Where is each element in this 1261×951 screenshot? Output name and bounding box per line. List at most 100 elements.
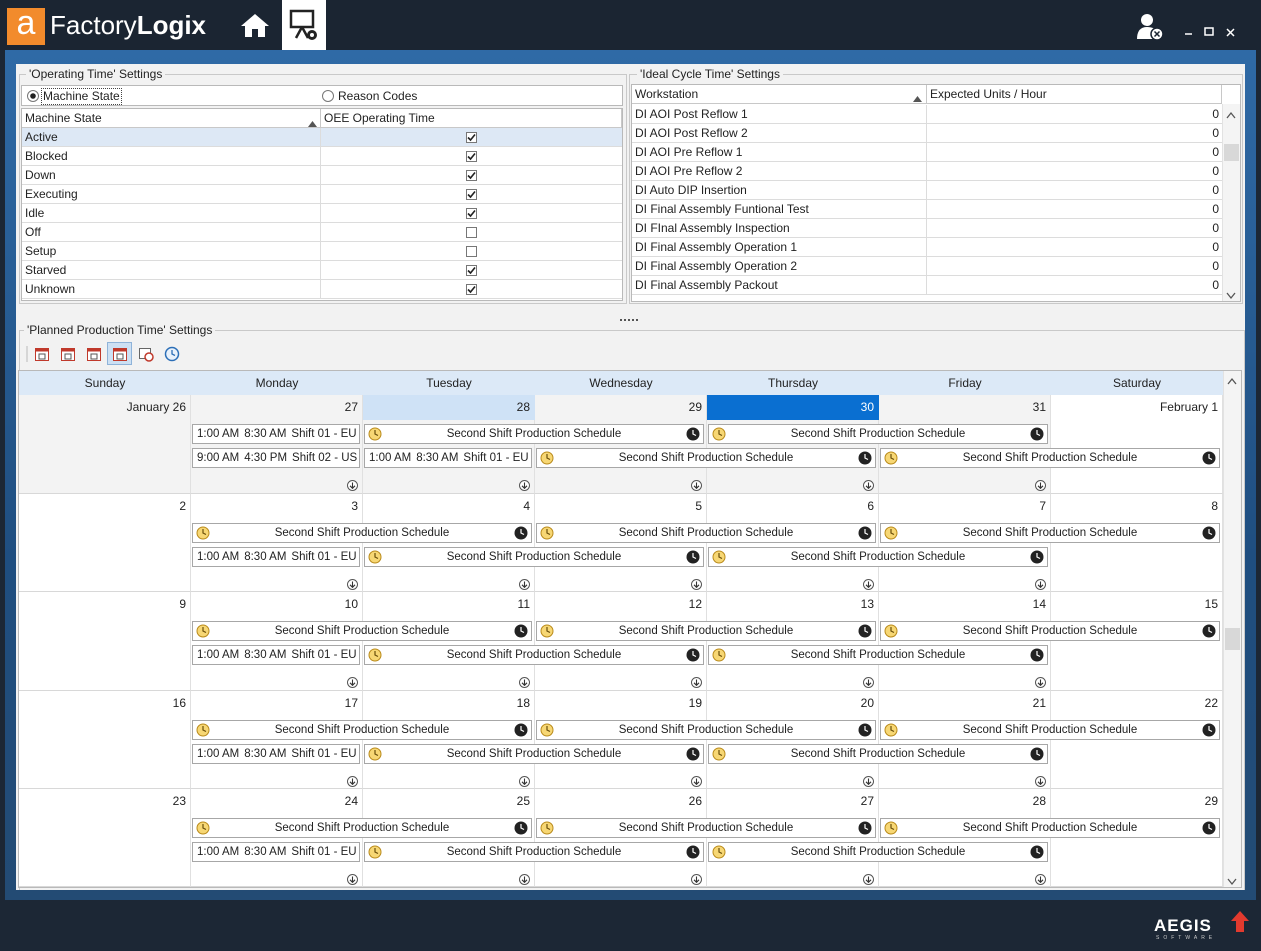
event[interactable]: Second Shift Production Schedule (192, 621, 532, 641)
checkbox-checked[interactable] (466, 170, 477, 181)
expand-button[interactable] (519, 480, 530, 491)
expand-button[interactable] (691, 775, 702, 787)
table-row[interactable] (22, 147, 622, 166)
expand-button[interactable] (863, 578, 874, 590)
day-cell[interactable] (879, 592, 1051, 691)
expand-button[interactable] (519, 874, 530, 885)
day-cell[interactable] (879, 395, 1051, 494)
radio-button[interactable] (322, 90, 334, 102)
table-row[interactable] (22, 166, 622, 185)
day-cell[interactable] (19, 395, 191, 494)
toolbar-button[interactable] (34, 346, 50, 362)
checkbox-checked[interactable] (466, 284, 477, 295)
table-row[interactable] (632, 257, 1222, 276)
day-cell[interactable] (1051, 395, 1223, 494)
expand-button[interactable] (1035, 480, 1046, 491)
radio-label[interactable]: Reason Codes (338, 89, 418, 103)
table-row[interactable] (632, 143, 1222, 162)
checkbox-checked[interactable] (466, 265, 477, 276)
day-cell[interactable] (19, 493, 191, 592)
expand-button[interactable] (863, 874, 874, 885)
day-cell[interactable] (879, 789, 1051, 887)
expand-button[interactable] (519, 775, 530, 787)
event[interactable]: Second Shift Production Schedule (880, 522, 1220, 543)
day-cell[interactable] (19, 690, 191, 789)
expand-button[interactable] (347, 677, 358, 688)
checkbox-checked[interactable] (466, 151, 477, 162)
event[interactable]: Second Shift Production Schedule (364, 842, 704, 862)
column-header[interactable]: Expected Units / Hour (927, 85, 1222, 104)
checkbox-checked[interactable] (466, 189, 477, 200)
day-cell[interactable] (535, 690, 707, 789)
event[interactable]: Second Shift Production Schedule (536, 522, 876, 543)
toolbar-button[interactable] (86, 346, 102, 362)
day-cell[interactable] (1051, 789, 1223, 887)
event[interactable]: Second Shift Production Schedule (708, 842, 1048, 862)
day-cell[interactable] (879, 493, 1051, 592)
expand-button[interactable] (519, 578, 530, 590)
column-header[interactable]: Workstation (632, 85, 927, 104)
event[interactable]: Second Shift Production Schedule (192, 522, 532, 543)
expand-button[interactable] (863, 677, 874, 688)
table-row[interactable] (632, 162, 1222, 181)
expand-button[interactable] (863, 480, 874, 491)
day-cell[interactable] (191, 592, 363, 691)
event[interactable]: Second Shift Production Schedule (364, 424, 704, 444)
table-row[interactable] (632, 238, 1222, 257)
event[interactable]: Second Shift Production Schedule (536, 719, 876, 740)
checkbox-checked[interactable] (466, 208, 477, 219)
day-cell[interactable] (363, 789, 535, 887)
day-cell[interactable] (1051, 690, 1223, 789)
home-button[interactable] (240, 12, 270, 38)
day-cell[interactable] (535, 395, 707, 494)
user-button[interactable] (1136, 12, 1166, 42)
settings-tab[interactable] (282, 0, 326, 50)
event[interactable]: Second Shift Production Schedule (192, 818, 532, 838)
table-row[interactable] (22, 242, 622, 261)
event[interactable]: Second Shift Production Schedule (708, 424, 1048, 444)
column-header[interactable]: OEE Operating Time (321, 109, 622, 128)
day-cell[interactable] (707, 493, 879, 592)
expand-button[interactable] (1035, 578, 1046, 590)
scroll-up[interactable] (1227, 374, 1237, 385)
column-header[interactable]: Machine State (22, 109, 321, 128)
table-row[interactable] (632, 276, 1222, 295)
day-cell[interactable] (535, 592, 707, 691)
day-cell[interactable] (535, 789, 707, 887)
day-cell[interactable] (191, 395, 363, 494)
event[interactable]: Second Shift Production Schedule (708, 546, 1048, 567)
event[interactable]: Second Shift Production Schedule (536, 818, 876, 838)
event[interactable]: Second Shift Production Schedule (880, 818, 1220, 838)
table-row[interactable] (22, 280, 622, 299)
expand-button[interactable] (347, 480, 358, 491)
day-cell[interactable] (191, 493, 363, 592)
radio-label[interactable]: Machine State (41, 88, 122, 105)
expand-button[interactable] (691, 578, 702, 590)
table-row[interactable] (632, 124, 1222, 143)
day-cell[interactable] (707, 690, 879, 789)
expand-button[interactable] (691, 874, 702, 885)
table-row[interactable] (632, 181, 1222, 200)
window-controls[interactable] (1180, 24, 1244, 40)
day-cell[interactable] (19, 789, 191, 887)
checkbox-unchecked[interactable] (466, 227, 477, 238)
toolbar-button[interactable] (60, 346, 76, 362)
day-cell[interactable] (363, 690, 535, 789)
checkbox-unchecked[interactable] (466, 246, 477, 257)
splitter[interactable] (620, 311, 640, 321)
event[interactable]: 1:00 AM 8:30 AM Shift 01 - EU (192, 743, 360, 764)
scroll-thumb[interactable] (1225, 628, 1240, 650)
event[interactable]: Second Shift Production Schedule (536, 448, 876, 468)
table-row[interactable] (632, 219, 1222, 238)
day-cell[interactable] (191, 690, 363, 789)
event[interactable]: Second Shift Production Schedule (708, 743, 1048, 764)
event[interactable]: Second Shift Production Schedule (364, 645, 704, 665)
radio-button[interactable] (27, 90, 39, 102)
table-row[interactable] (22, 204, 622, 223)
expand-button[interactable] (863, 775, 874, 787)
day-cell[interactable] (19, 592, 191, 691)
expand-button[interactable] (1035, 874, 1046, 885)
scrollbar[interactable] (1222, 104, 1240, 301)
scroll-thumb[interactable] (1224, 144, 1239, 161)
event[interactable]: 1:00 AM 8:30 AM Shift 01 - EU (192, 645, 360, 665)
